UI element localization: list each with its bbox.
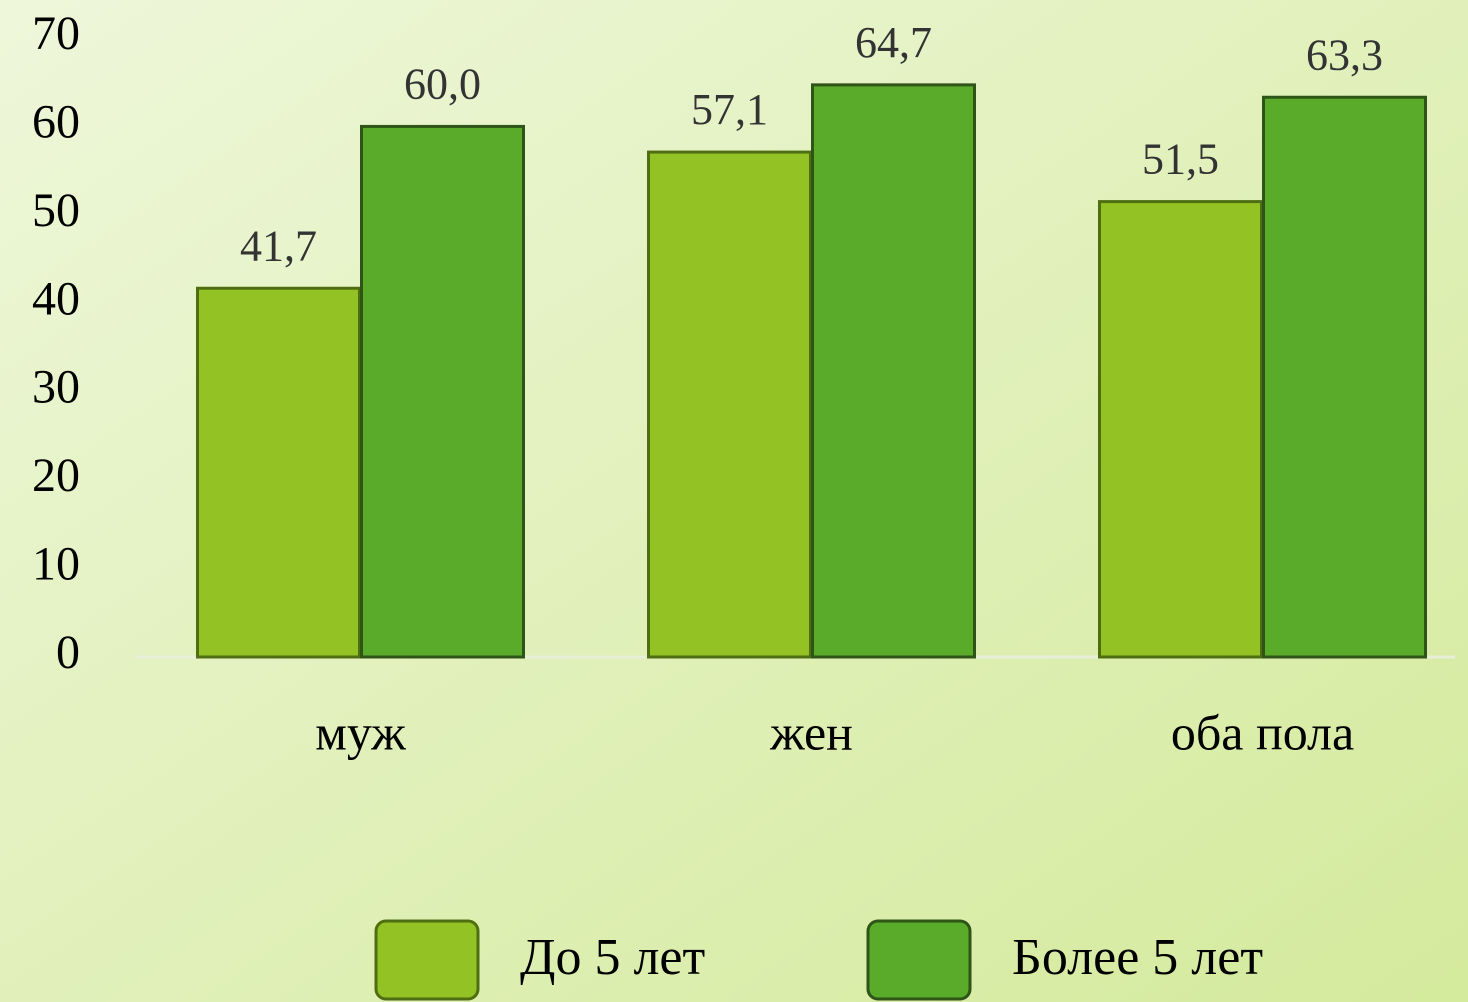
bar	[1262, 95, 1427, 659]
legend-label: Более 5 лет	[1012, 929, 1263, 986]
y-tick-label: 30	[32, 361, 80, 414]
bar	[360, 124, 525, 659]
bar	[647, 150, 812, 659]
data-label: 57,1	[691, 85, 768, 134]
y-tick-label: 40	[32, 272, 80, 325]
bar	[811, 83, 976, 659]
y-tick-label: 70	[32, 7, 80, 60]
x-tick-label: муж	[315, 704, 406, 760]
y-tick-label: 60	[32, 95, 80, 148]
data-label: 41,7	[240, 221, 317, 270]
y-tick-label: 10	[32, 538, 80, 591]
x-tick-label: жен	[769, 704, 853, 760]
x-tick-label: оба пола	[1171, 704, 1354, 760]
data-label: 64,7	[855, 18, 932, 67]
data-label: 60,0	[404, 60, 481, 109]
data-label: 63,3	[1306, 30, 1383, 79]
legend-swatch	[866, 919, 972, 1001]
legend-label: До 5 лет	[520, 929, 705, 986]
y-tick-label: 20	[32, 449, 80, 502]
legend-swatch	[374, 919, 480, 1001]
bar	[196, 286, 361, 659]
y-tick-label: 0	[56, 626, 80, 679]
y-tick-label: 50	[32, 184, 80, 237]
bar	[1098, 200, 1263, 659]
data-label: 51,5	[1142, 135, 1219, 184]
